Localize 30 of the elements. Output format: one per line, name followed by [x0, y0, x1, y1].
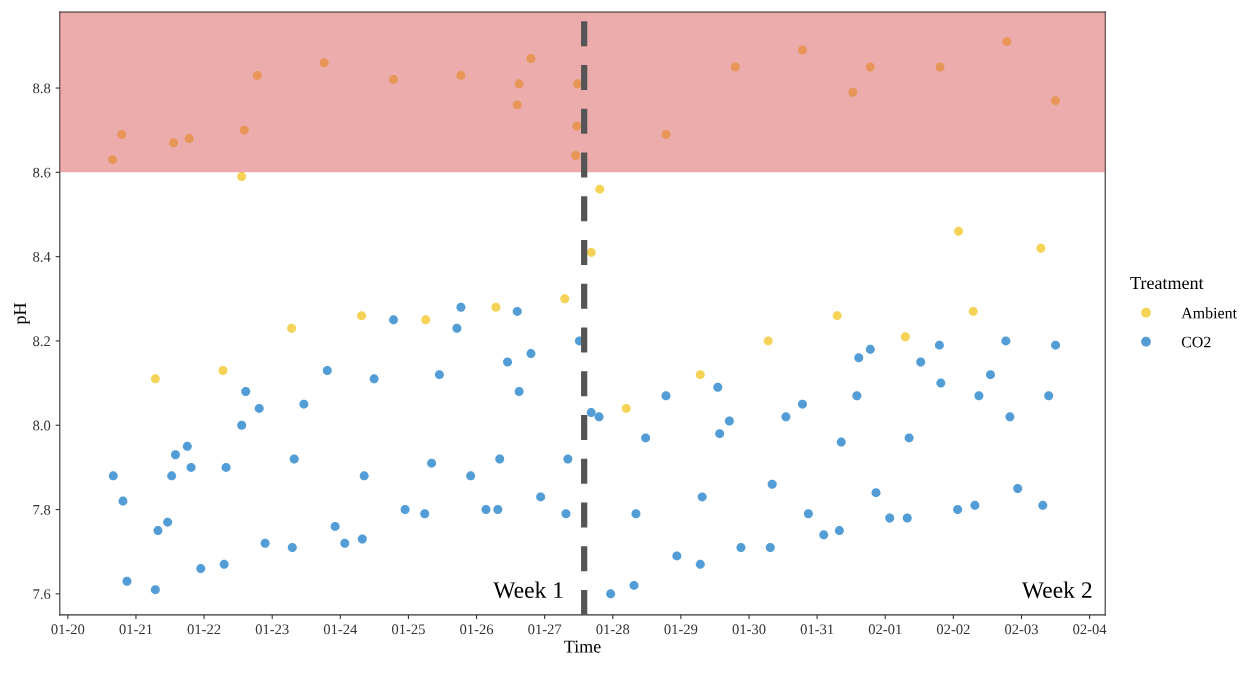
x-tick-label: 01-24: [323, 624, 358, 635]
x-tick-label: 01-23: [255, 624, 289, 635]
y-tick-label: 7.6: [33, 589, 51, 600]
x-tick-label: 01-20: [51, 624, 85, 635]
x-tick-label: 02-02: [936, 624, 970, 635]
x-tick-label: 02-01: [868, 624, 902, 635]
legend-label: CO2: [1181, 336, 1211, 348]
x-tick-label: 01-26: [460, 624, 494, 635]
x-tick-label: 01-30: [732, 624, 766, 635]
y-tick-label: 8.6: [33, 167, 51, 178]
x-tick-label: 01-28: [596, 624, 630, 635]
y-tick-label: 7.8: [33, 504, 51, 515]
y-tick-label: 8.2: [33, 336, 50, 347]
x-tick-label: 01-29: [664, 624, 698, 635]
y-axis-title: pH: [14, 303, 30, 325]
x-tick-label: 01-31: [800, 624, 834, 635]
annotation: Week 1: [493, 581, 563, 599]
x-tick-label: 01-21: [119, 624, 153, 635]
x-tick-label: 02-03: [1005, 624, 1038, 635]
x-axis-title: Time: [564, 640, 601, 653]
annotation: Week 2: [1021, 581, 1092, 599]
x-tick-label: 01-27: [528, 624, 562, 635]
x-tick-label: 01-25: [391, 624, 425, 635]
y-tick-label: 8.0: [33, 420, 51, 431]
legend-title: Treatment: [1130, 277, 1204, 290]
y-tick-label: 8.8: [33, 83, 51, 94]
x-tick-label: 02-04: [1073, 624, 1107, 635]
legend-label: Ambient: [1181, 307, 1237, 319]
x-tick-label: 01-22: [187, 624, 221, 635]
y-tick-label: 8.4: [33, 251, 51, 262]
